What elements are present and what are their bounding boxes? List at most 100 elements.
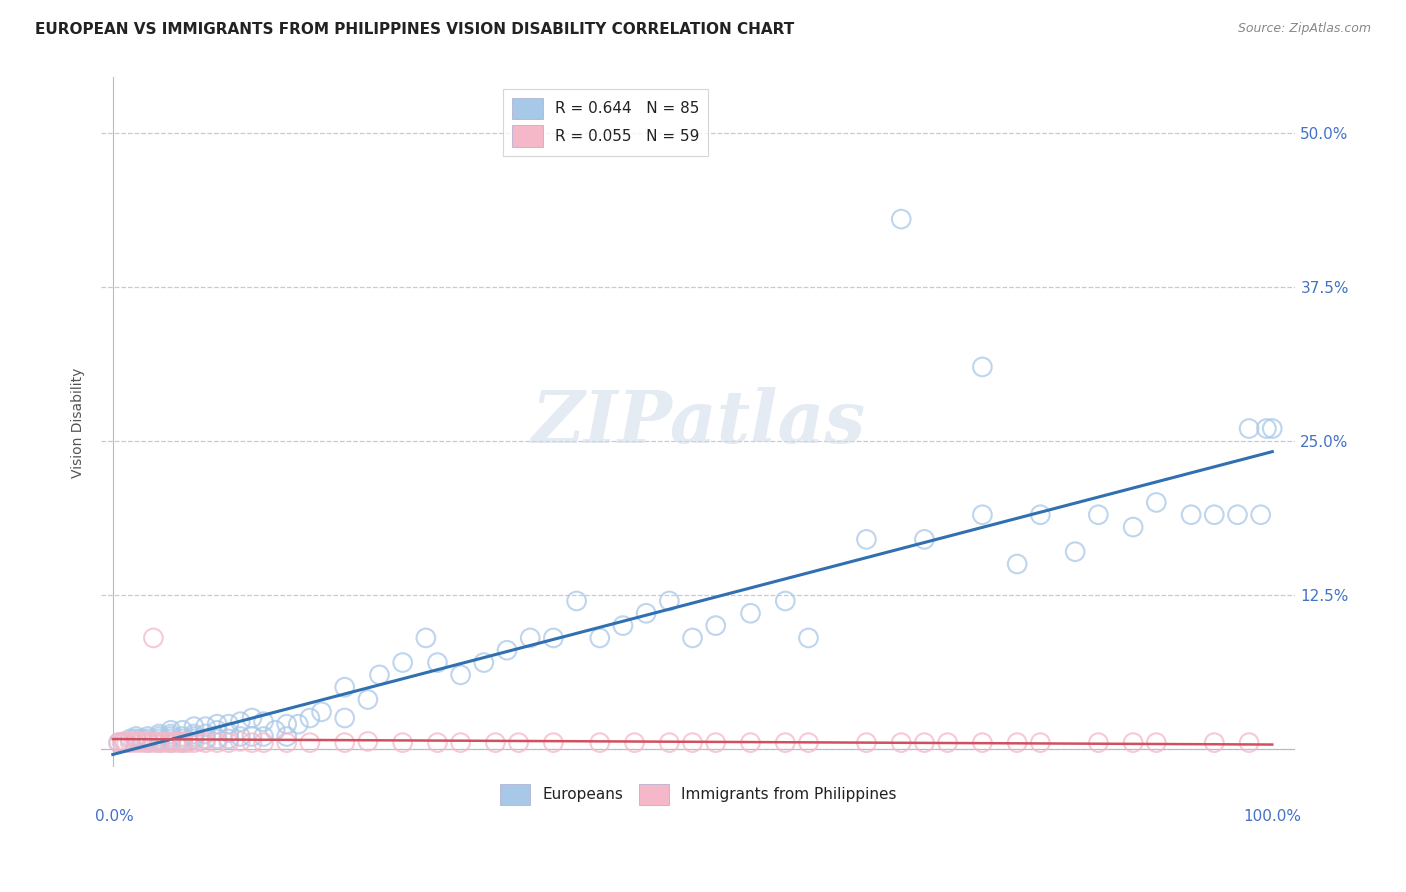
Point bbox=[1144, 495, 1167, 509]
Point bbox=[229, 730, 252, 744]
Point bbox=[194, 727, 217, 741]
Point bbox=[115, 736, 138, 750]
Point bbox=[131, 736, 153, 750]
Point bbox=[136, 730, 159, 744]
Point bbox=[136, 736, 159, 750]
Point bbox=[1250, 508, 1272, 522]
Point bbox=[148, 727, 170, 741]
Point bbox=[172, 731, 194, 746]
Point bbox=[298, 736, 321, 750]
Point bbox=[775, 736, 797, 750]
Point bbox=[855, 533, 877, 547]
Point bbox=[136, 731, 159, 746]
Point bbox=[136, 734, 159, 748]
Text: 100.0%: 100.0% bbox=[1243, 809, 1302, 823]
Point bbox=[252, 736, 274, 750]
Point bbox=[111, 736, 134, 750]
Point bbox=[1237, 421, 1260, 435]
Point bbox=[252, 730, 274, 744]
Point bbox=[159, 730, 181, 744]
Point bbox=[229, 714, 252, 729]
Point bbox=[1204, 508, 1226, 522]
Point bbox=[159, 734, 181, 748]
Point bbox=[855, 736, 877, 750]
Point bbox=[797, 736, 820, 750]
Point bbox=[682, 736, 704, 750]
Point bbox=[122, 734, 145, 748]
Point bbox=[148, 734, 170, 748]
Point bbox=[1029, 736, 1052, 750]
Point bbox=[1204, 736, 1226, 750]
Point bbox=[740, 607, 762, 621]
Point bbox=[1029, 508, 1052, 522]
Point bbox=[1087, 736, 1109, 750]
Point bbox=[890, 736, 912, 750]
Point bbox=[1180, 508, 1202, 522]
Point bbox=[172, 736, 194, 750]
Point bbox=[287, 717, 309, 731]
Point bbox=[194, 720, 217, 734]
Point bbox=[472, 656, 495, 670]
Point bbox=[172, 734, 194, 748]
Point bbox=[276, 736, 298, 750]
Point bbox=[391, 656, 413, 670]
Point bbox=[426, 736, 449, 750]
Point bbox=[333, 680, 356, 694]
Point bbox=[107, 736, 129, 750]
Point bbox=[159, 723, 181, 738]
Point bbox=[188, 734, 211, 748]
Y-axis label: Vision Disability: Vision Disability bbox=[72, 368, 86, 477]
Point bbox=[890, 212, 912, 227]
Point bbox=[936, 736, 959, 750]
Point bbox=[1256, 421, 1278, 435]
Point bbox=[508, 736, 530, 750]
Point bbox=[153, 736, 176, 750]
Point bbox=[131, 731, 153, 746]
Point bbox=[112, 734, 135, 748]
Point bbox=[205, 731, 228, 746]
Point bbox=[543, 631, 565, 645]
Text: EUROPEAN VS IMMIGRANTS FROM PHILIPPINES VISION DISABILITY CORRELATION CHART: EUROPEAN VS IMMIGRANTS FROM PHILIPPINES … bbox=[35, 22, 794, 37]
Point bbox=[240, 711, 263, 725]
Point bbox=[1005, 736, 1028, 750]
Point bbox=[107, 736, 129, 750]
Point bbox=[658, 594, 681, 608]
Point bbox=[183, 727, 205, 741]
Point bbox=[276, 730, 298, 744]
Point bbox=[682, 631, 704, 645]
Point bbox=[125, 730, 148, 744]
Point bbox=[120, 731, 142, 746]
Legend: Europeans, Immigrants from Philippines: Europeans, Immigrants from Philippines bbox=[494, 778, 903, 812]
Point bbox=[194, 731, 217, 746]
Point bbox=[183, 736, 205, 750]
Point bbox=[426, 656, 449, 670]
Point bbox=[240, 730, 263, 744]
Point bbox=[218, 717, 240, 731]
Point bbox=[252, 714, 274, 729]
Point bbox=[166, 736, 188, 750]
Point bbox=[912, 736, 935, 750]
Point bbox=[183, 731, 205, 746]
Point bbox=[1005, 557, 1028, 571]
Point bbox=[612, 618, 634, 632]
Point bbox=[218, 726, 240, 740]
Point bbox=[589, 631, 612, 645]
Point bbox=[125, 731, 148, 746]
Point bbox=[218, 736, 240, 750]
Point bbox=[264, 723, 287, 738]
Point bbox=[229, 734, 252, 748]
Point bbox=[276, 717, 298, 731]
Point bbox=[142, 631, 165, 645]
Point bbox=[589, 736, 612, 750]
Point bbox=[484, 736, 506, 750]
Point bbox=[148, 736, 170, 750]
Point bbox=[704, 736, 727, 750]
Point bbox=[240, 736, 263, 750]
Point bbox=[172, 723, 194, 738]
Text: Source: ZipAtlas.com: Source: ZipAtlas.com bbox=[1237, 22, 1371, 36]
Point bbox=[519, 631, 541, 645]
Point bbox=[172, 736, 194, 750]
Text: ZIPatlas: ZIPatlas bbox=[531, 387, 866, 458]
Point bbox=[415, 631, 437, 645]
Point bbox=[205, 717, 228, 731]
